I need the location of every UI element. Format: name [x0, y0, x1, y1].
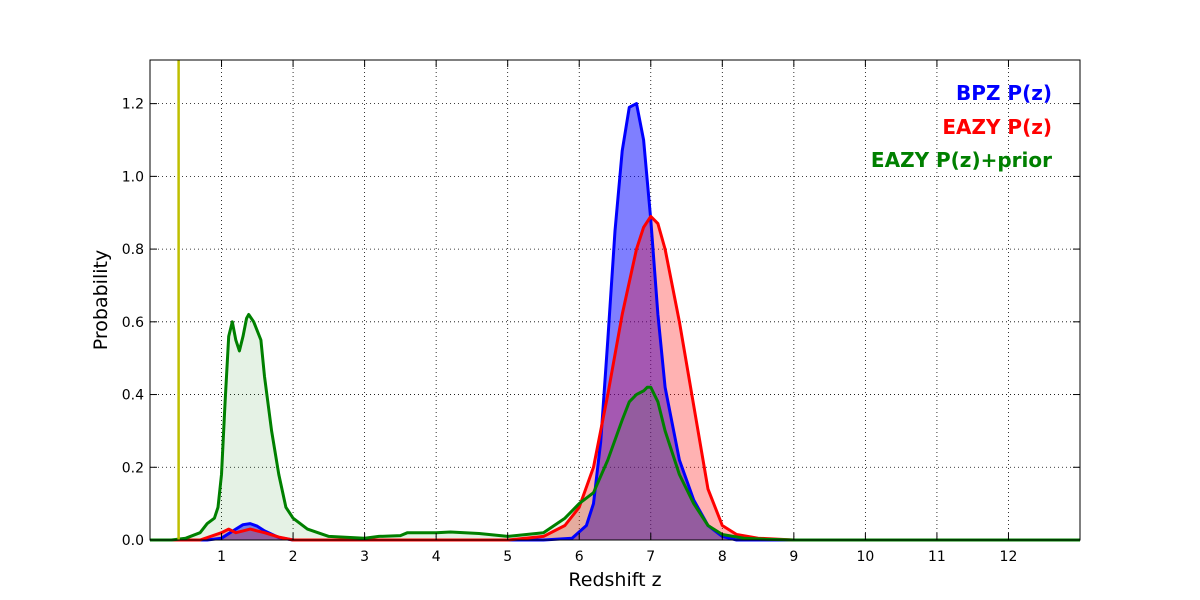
x-tick-label: 3	[360, 549, 369, 565]
x-tick-label: 8	[718, 549, 727, 565]
y-tick-label: 0.0	[122, 533, 144, 549]
x-tick-label: 10	[856, 549, 874, 565]
y-tick-label: 0.4	[122, 388, 144, 404]
series-fill-0	[150, 103, 1080, 540]
axis-ticks: 1 2 3 4 5 6 7 8 9 10 11 120.00.20.40.60.81.01.2	[122, 60, 1080, 565]
x-axis-label: Redshift z	[568, 569, 661, 591]
legend-entry-bpz: BPZ P(z)	[956, 81, 1052, 105]
x-tick-label: 7	[646, 549, 655, 565]
y-tick-label: 1.0	[122, 169, 144, 185]
y-axis-label: Probability	[90, 250, 112, 350]
x-tick-label: 9	[789, 549, 798, 565]
legend-entry-eazy-prior: EAZY P(z)+prior	[871, 148, 1052, 172]
legend: BPZ P(z) EAZY P(z) EAZY P(z)+prior	[871, 81, 1052, 172]
x-tick-label: 4	[432, 549, 441, 565]
x-tick-label: 2	[289, 549, 298, 565]
y-tick-label: 1.2	[122, 97, 144, 113]
series-line-0	[150, 102, 1080, 542]
series-fill-1	[150, 216, 1080, 540]
series-area	[150, 102, 1080, 542]
series-line-2	[150, 313, 1080, 542]
x-tick-label: 1	[217, 549, 226, 565]
legend-entry-eazy: EAZY P(z)	[942, 115, 1052, 139]
x-tick-label: 12	[1000, 549, 1018, 565]
x-tick-label: 11	[928, 549, 946, 565]
y-tick-label: 0.8	[122, 242, 144, 258]
plot-frame	[149, 59, 1081, 541]
series-line-1	[150, 214, 1080, 542]
y-tick-label: 0.2	[122, 460, 144, 476]
x-tick-label: 6	[575, 549, 584, 565]
x-tick-label: 5	[503, 549, 512, 565]
y-tick-label: 0.6	[122, 315, 144, 331]
